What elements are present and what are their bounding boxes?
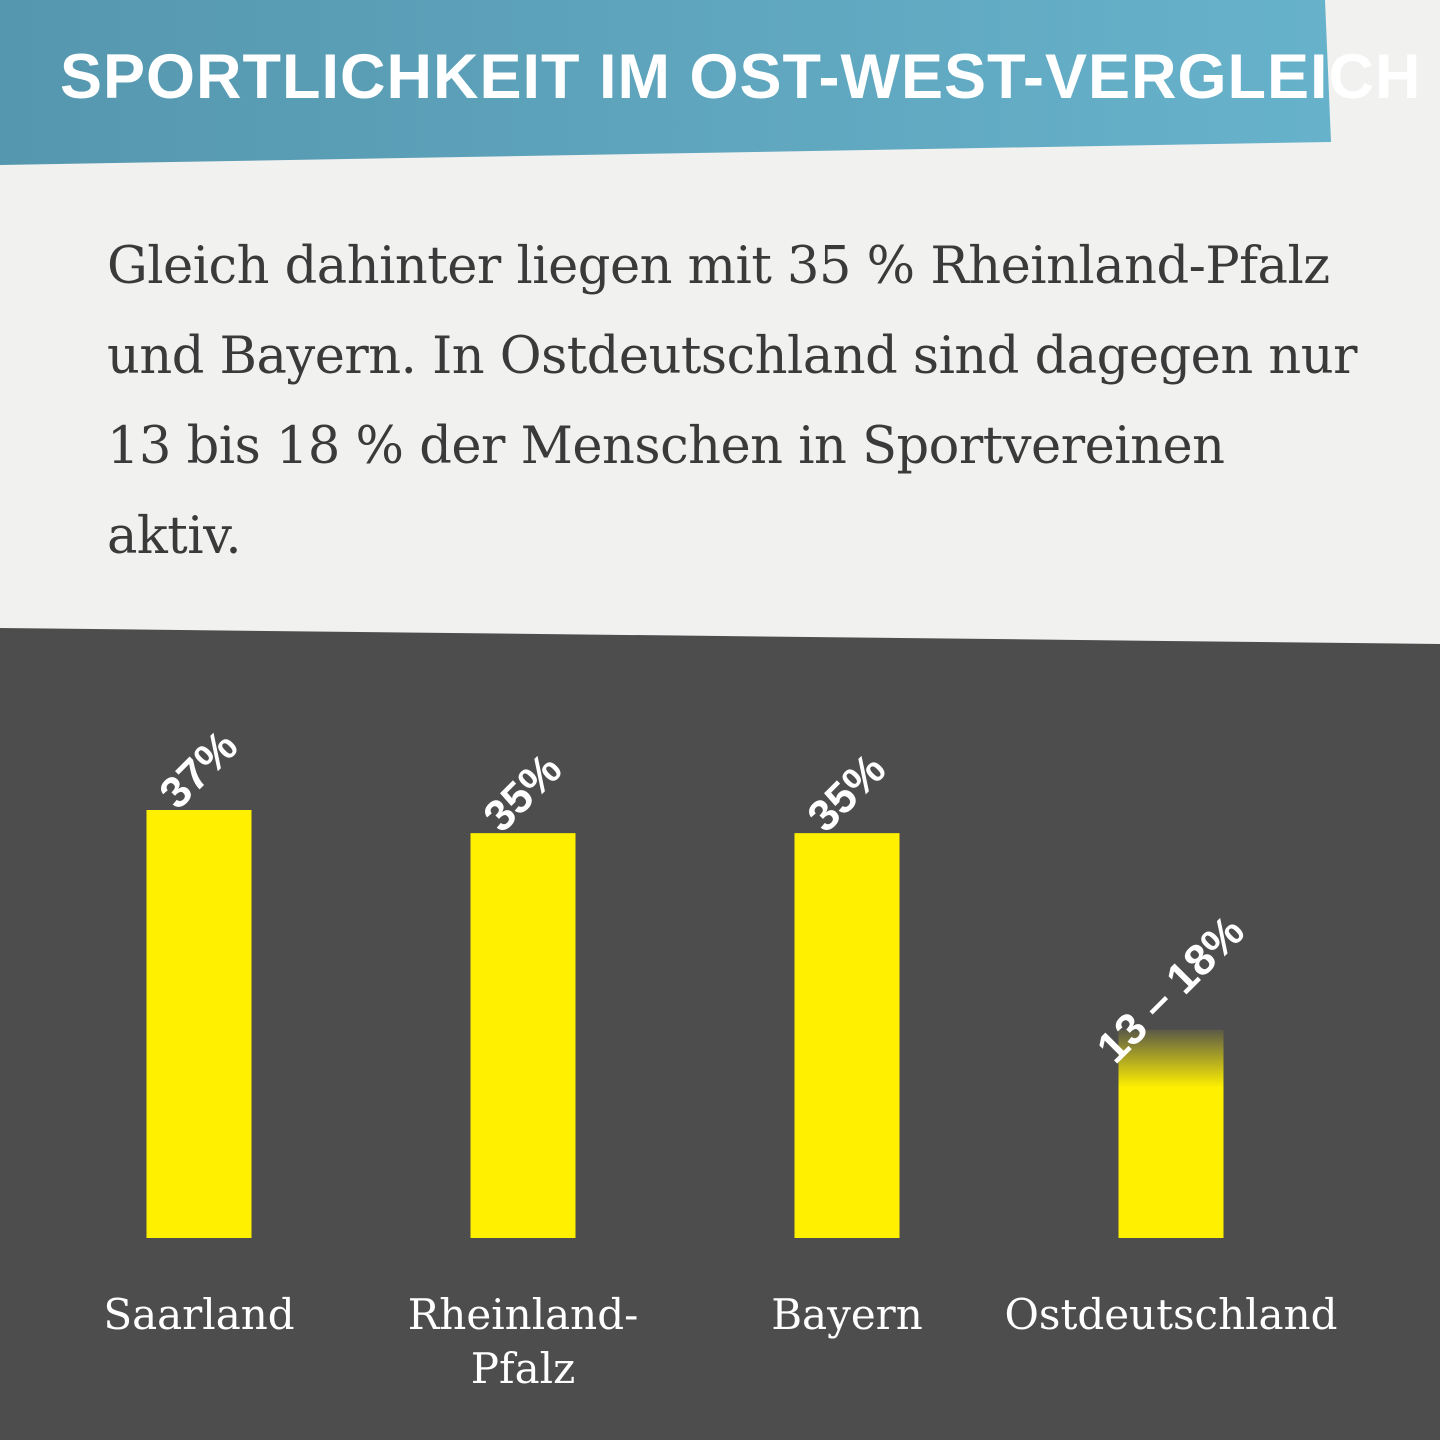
intro-text: Gleich dahinter liegen mit 35 % Rheinlan…: [107, 237, 1357, 566]
bar-1: [470, 833, 576, 1238]
bar-2: [794, 833, 900, 1238]
category-label: Rheinland-Pfalz: [408, 1290, 639, 1393]
category-label: Saarland: [103, 1290, 294, 1339]
title-banner: [0, 0, 1331, 165]
bar-value-label: 37%: [150, 721, 247, 818]
chart-panel: [0, 628, 1440, 1440]
bar-value-label: 35%: [798, 744, 895, 841]
page-title: SPORTLICHKEIT IM OST-WEST-VERGLEICH: [60, 42, 1422, 112]
bar-3: [1118, 1029, 1224, 1238]
bar-0: [146, 810, 252, 1238]
category-label: Ostdeutschland: [1004, 1290, 1337, 1339]
category-label: Bayern: [771, 1290, 923, 1339]
bar-value-label: 35%: [474, 744, 571, 841]
